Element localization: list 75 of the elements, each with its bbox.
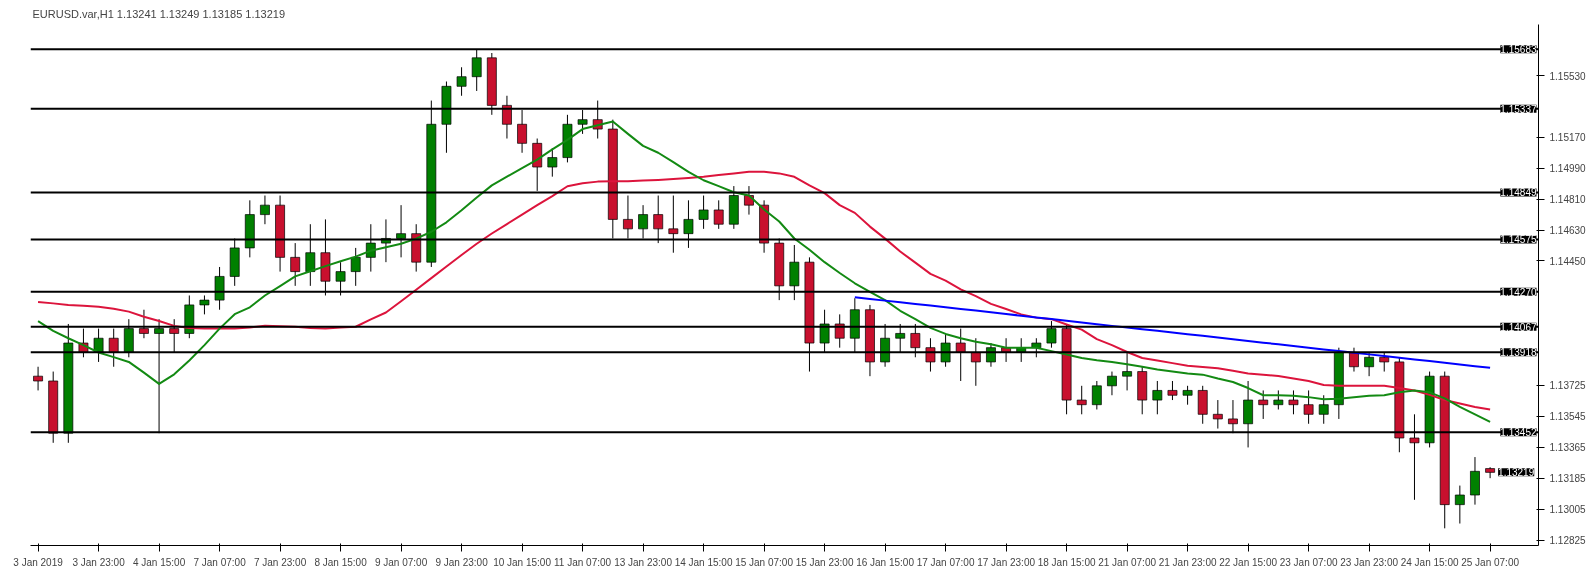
x-tick-label: 21 Jan 23:00: [1158, 556, 1217, 568]
ref-line-label: 1.14575: [1500, 234, 1537, 246]
candlestick: [1303, 389, 1314, 425]
y-tick-label: 1.12825: [1549, 535, 1587, 546]
x-tick-label: 8 Jan 15:00: [314, 556, 368, 568]
candlestick: [1273, 389, 1284, 410]
candlestick: [1318, 394, 1329, 425]
x-tick-label: 7 Jan 07:00: [193, 556, 247, 568]
x-tick-label: 17 Jan 07:00: [916, 556, 975, 568]
x-tick-label: 18 Jan 15:00: [1037, 556, 1096, 568]
y-tick-label: 1.13365: [1549, 442, 1587, 454]
candlestick: [1107, 371, 1117, 396]
candlestick: [698, 195, 709, 230]
candlestick: [547, 147, 558, 178]
x-tick-label: 7 Jan 23:00: [253, 556, 307, 568]
y-tick-label: 1.13005: [1549, 504, 1587, 516]
y-tick-label: 1.13185: [1549, 473, 1587, 485]
candlestick: [33, 366, 43, 391]
candlestick: [199, 294, 210, 315]
ref-line-label: 1.15683: [1500, 44, 1537, 56]
y-tick-label: 1.13725: [1549, 380, 1587, 392]
candlestick: [1288, 389, 1299, 415]
candlestick: [350, 247, 361, 287]
y-tick-label: 1.15530: [1549, 70, 1587, 82]
x-tick-label: 16 Jan 15:00: [856, 556, 915, 568]
x-tick-label: 15 Jan 23:00: [795, 556, 854, 568]
y-tick-label: 1.14450: [1549, 255, 1587, 267]
candlestick: [260, 195, 270, 225]
x-tick-label: 4 Jan 15:00: [132, 556, 186, 568]
x-tick-label: 11 Jan 07:00: [554, 556, 612, 568]
x-tick-label: 14 Jan 15:00: [674, 556, 733, 568]
candlestick: [290, 242, 301, 287]
candlestick: [713, 199, 724, 230]
x-tick-label: 9 Jan 07:00: [374, 556, 428, 568]
candlestick: [1258, 389, 1269, 420]
y-tick-label: 1.14810: [1549, 194, 1587, 206]
line-series: [37, 120, 1492, 423]
candlestick: [1167, 380, 1178, 401]
x-tick-label: 23 Jan 07:00: [1279, 556, 1338, 568]
x-tick-label: 13 Jan 23:00: [614, 556, 673, 568]
candlestick: [456, 66, 467, 97]
x-tick-label: 23 Jan 23:00: [1340, 556, 1399, 568]
y-tick-label: 1.14630: [1549, 225, 1587, 237]
y-tick-label: 1.14990: [1549, 163, 1587, 175]
ref-line-label: 1.14067: [1500, 321, 1537, 333]
x-tick-label: 3 Jan 2019: [13, 556, 64, 568]
x-tick-label: 15 Jan 07:00: [735, 556, 794, 568]
chart-title: EURUSD.var,H1 1.13241 1.13249 1.13185 1.13219: [32, 7, 286, 20]
ref-line-label: 1.14849: [1500, 187, 1537, 199]
candlestick: [1470, 456, 1480, 506]
x-tick-label: 21 Jan 07:00: [1098, 556, 1157, 568]
line-series: [853, 296, 1492, 369]
text: 1.13219: [1498, 467, 1535, 479]
ref-line-label: 1.14270: [1500, 286, 1537, 298]
x-tick-label: 22 Jan 15:00: [1219, 556, 1278, 568]
y-tick-label: 1.13545: [1549, 411, 1587, 423]
candlestick: [1212, 399, 1223, 430]
candlestick: [1182, 385, 1193, 406]
x-tick-label: 17 Jan 23:00: [977, 556, 1036, 568]
candlestick: [1485, 466, 1495, 479]
x-tick-label: 9 Jan 23:00: [435, 556, 489, 568]
x-tick-label: 3 Jan 23:00: [72, 556, 126, 568]
line-series: [37, 170, 1492, 411]
ref-line-label: 1.15337: [1500, 103, 1537, 115]
candlestick: [1152, 380, 1163, 415]
x-tick-label: 10 Jan 15:00: [493, 556, 552, 568]
x-tick-label: 25 Jan 07:00: [1461, 556, 1520, 568]
ref-line-label: 1.13452: [1500, 427, 1537, 439]
y-tick-label: 1.15170: [1549, 132, 1587, 144]
candlestick: [1076, 385, 1087, 415]
candlestick: [1091, 380, 1102, 410]
candlestick: [1197, 385, 1208, 425]
ref-line-label: 1.13918: [1500, 347, 1537, 359]
candlestick: [1454, 485, 1465, 525]
x-tick-label: 24 Jan 15:00: [1400, 556, 1459, 568]
